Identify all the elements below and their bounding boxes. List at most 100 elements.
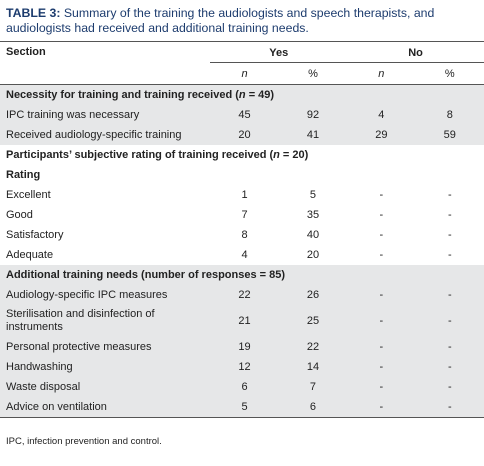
cell: - <box>447 189 452 201</box>
cell: - <box>415 357 484 377</box>
section-row: Rating <box>0 165 484 185</box>
subheader-row: n% n% <box>0 63 484 85</box>
subheader-text: n <box>378 67 385 80</box>
row-label: Audiology-specific IPC measures <box>0 285 211 305</box>
row-label: Necessity for training and training rece… <box>0 84 484 105</box>
subheader-text: n <box>241 67 248 80</box>
cell: 19 <box>210 337 279 357</box>
cell: 1 <box>241 189 248 201</box>
cell: 45 <box>210 105 279 125</box>
subheader-cell: % <box>308 67 318 80</box>
title-text: Summary of the training the audiologists… <box>6 6 435 35</box>
cell: 20 <box>210 125 279 145</box>
cell: 14 <box>278 357 348 377</box>
cell: 40 <box>306 229 320 241</box>
cell: 25 <box>278 305 348 337</box>
cell: - <box>415 397 484 418</box>
cell: 7 <box>241 209 248 221</box>
cell: - <box>347 377 416 397</box>
cell: - <box>379 249 384 261</box>
cell: 6 <box>210 377 279 397</box>
cell: 59 <box>415 125 484 145</box>
table-title: TABLE 3: Summary of the training the aud… <box>6 6 480 36</box>
row-label: Participants’ subjective rating of train… <box>0 145 484 165</box>
header-cell: Yes <box>210 42 347 64</box>
header-cell: Section <box>6 46 46 58</box>
row-label: Received audiology-specific training <box>0 125 211 145</box>
row-label: Sterilisation and disinfection of instru… <box>0 305 211 337</box>
row-label: Waste disposal <box>0 377 211 397</box>
row-label: Advice on ventilation <box>0 397 211 418</box>
data-row: IPC training was necessary 45 92 4 8 <box>0 105 484 125</box>
table: Section Yes No n% n% Necessity for training a… <box>0 41 484 418</box>
cell: 41 <box>278 125 348 145</box>
data-row: Received audiology-specific training 20 41… <box>0 125 484 145</box>
cell: - <box>447 209 452 221</box>
subheader-cell: n <box>210 63 278 85</box>
data-row: Satisfactory 8 40 - - <box>0 225 484 245</box>
title-label: TABLE 3: <box>6 6 61 20</box>
cell: 22 <box>278 337 348 357</box>
cell: 5 <box>210 397 279 418</box>
cell: 20 <box>306 249 320 261</box>
cell: - <box>347 337 416 357</box>
data-row: Advice on ventilation 5 6- - <box>0 397 484 418</box>
row-label: Good <box>6 208 33 221</box>
cell: - <box>379 209 384 221</box>
section-row: Participants’ subjective rating of train… <box>0 145 484 165</box>
cell: - <box>415 377 484 397</box>
cell: - <box>379 229 384 241</box>
cell: - <box>347 285 416 305</box>
cell: 5 <box>309 189 317 201</box>
data-row: Handwashing 12 14- - <box>0 357 484 377</box>
label-part: = 20) <box>279 148 309 161</box>
row-label: IPC training was necessary <box>0 105 211 125</box>
label-part: n <box>273 148 280 161</box>
header-row: Section Yes No <box>0 42 484 64</box>
cell: 26 <box>278 285 348 305</box>
cell: 4 <box>347 105 416 125</box>
cell: 8 <box>415 105 484 125</box>
cell: - <box>347 357 416 377</box>
data-row: Good 7 35 - - <box>0 205 484 225</box>
data-row: Personal protective measures 19 22- - <box>0 337 484 357</box>
label-part: Rating <box>6 168 41 181</box>
cell: 22 <box>210 285 279 305</box>
footnote: IPC, infection prevention and control. <box>6 436 162 447</box>
cell: 8 <box>241 229 248 241</box>
cell: 7 <box>278 377 348 397</box>
row-label: Adequate <box>6 248 54 261</box>
cell: - <box>415 305 484 337</box>
label-part: Necessity for training and training rece… <box>6 88 239 101</box>
section-row: Additional training needs (number of res… <box>0 265 484 285</box>
cell: 92 <box>278 105 348 125</box>
section-row: Necessity for training and training rece… <box>0 84 484 105</box>
row-label: Rating <box>0 165 484 185</box>
cell: - <box>379 189 384 201</box>
subheader-cell: n <box>347 63 415 85</box>
cell: - <box>447 249 452 261</box>
label-part: Additional training needs (number of res… <box>6 268 286 281</box>
row-label: Excellent <box>6 188 51 201</box>
row-label: Satisfactory <box>6 228 64 241</box>
data-row: Sterilisation and disinfection of instru… <box>0 305 484 337</box>
cell: 29 <box>347 125 416 145</box>
label-part: n <box>238 88 246 101</box>
header-cell <box>0 63 210 85</box>
data-row: Waste disposal 6 7- - <box>0 377 484 397</box>
subheader-cell: % <box>444 67 455 80</box>
row-label: Personal protective measures <box>0 337 211 357</box>
cell: - <box>347 305 416 337</box>
cell: - <box>447 229 452 241</box>
cell: 6 <box>278 397 348 418</box>
header-cell: No <box>347 42 484 64</box>
cell: 4 <box>241 249 248 261</box>
row-label: Additional training needs (number of res… <box>0 265 484 285</box>
data-row: Excellent 1 5 - - <box>0 185 484 205</box>
label-part: Participants’ subjective rating of train… <box>6 148 274 161</box>
data-row: Adequate 4 20 - - <box>0 245 484 265</box>
data-row: Audiology-specific IPC measures 22 26- - <box>0 285 484 305</box>
cell: 12 <box>210 357 279 377</box>
label-part: = 49) <box>245 88 275 101</box>
